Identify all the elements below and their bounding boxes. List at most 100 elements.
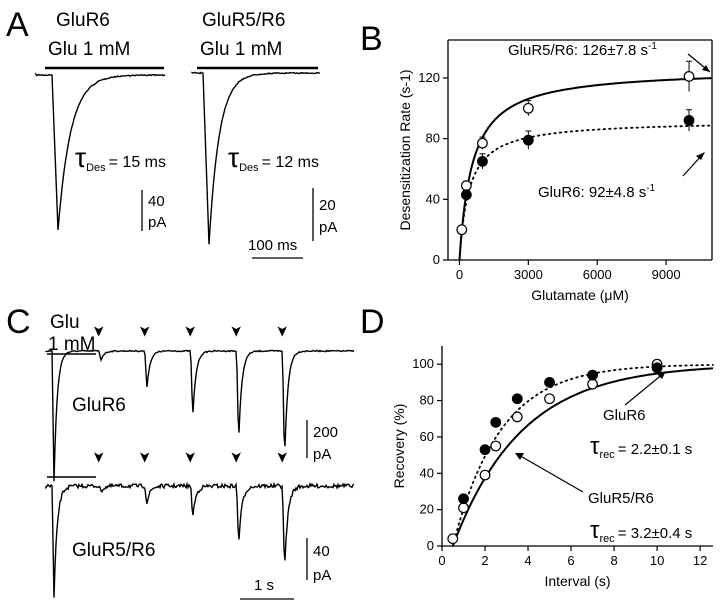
c-stim-conc: 1 mM bbox=[48, 334, 96, 355]
b-annotation-glur6: GluR6: 92±4.8 s-1 bbox=[538, 183, 656, 201]
chart-b: 0 3000 6000 9000 0 40 80 120 Glutamate (μM) Desen… bbox=[397, 39, 713, 303]
x-tick-label: 8 bbox=[610, 553, 617, 568]
fit-line bbox=[451, 364, 714, 547]
data-point bbox=[587, 378, 598, 390]
stim-arrow: ➤ bbox=[136, 451, 153, 464]
stim-arrow: ➤ bbox=[90, 451, 107, 464]
chart-d: 0 2 4 6 8 10 12 0 20 40 60 80 100 Interval (s) Recover… bbox=[391, 346, 714, 589]
y-tick-label: 80 bbox=[420, 393, 434, 408]
data-point bbox=[460, 180, 472, 192]
data-point bbox=[522, 102, 534, 114]
data-point bbox=[587, 369, 598, 381]
data-point bbox=[544, 376, 555, 388]
a-current-trace-2 bbox=[191, 71, 320, 245]
x-tick-label: 4 bbox=[524, 553, 531, 568]
panel-b: B 0 3000 6000 9000 0 40 80 120 Glutamate (μM) Des… bbox=[360, 20, 713, 303]
data-point bbox=[477, 155, 488, 167]
a-amp-scale-unit-2: pA bbox=[319, 219, 337, 236]
y-tick-label: 0 bbox=[433, 252, 440, 267]
data-point bbox=[544, 393, 555, 405]
stim-arrow: ➤ bbox=[182, 325, 199, 338]
x-tick-label: 0 bbox=[438, 553, 445, 568]
panel-d: D 0 2 4 6 8 10 12 0 20 40 60 80 100 Interval (s) Recov… bbox=[360, 303, 714, 589]
b-annotation-glur5r6: GluR5/R6: 126±7.8 s-1 bbox=[508, 41, 657, 59]
x-axis-label: Glutamate (μM) bbox=[531, 287, 629, 303]
data-point bbox=[522, 134, 534, 146]
x-tick-label: 6000 bbox=[583, 267, 612, 282]
panel-label-c: C bbox=[6, 303, 31, 341]
a-current-trace-1 bbox=[35, 72, 166, 231]
fit-line bbox=[458, 124, 713, 261]
d-annotation-glur5r6-tau: τrec = 3.2±0.4 s bbox=[590, 517, 692, 545]
y-tick-label: 0 bbox=[427, 538, 434, 553]
d-annotation-glur5r6-title: GluR5/R6 bbox=[588, 490, 654, 507]
c-stim-arrows: ➤ ➤ ➤ ➤ ➤ ➤ ➤ ➤ ➤ ➤ bbox=[90, 325, 291, 464]
panel-label-b: B bbox=[360, 20, 383, 58]
a-stim-label-1: Glu 1 mM bbox=[48, 39, 130, 60]
c-trace-glur6 bbox=[45, 349, 355, 482]
d-arrowhead-glur5r6 bbox=[515, 453, 524, 460]
c-amp-scale-value-1: 200 bbox=[313, 424, 338, 441]
data-point bbox=[683, 115, 695, 126]
data-point bbox=[460, 189, 472, 201]
a-tau-label-2: τDes = 12 ms bbox=[228, 142, 319, 174]
data-point bbox=[511, 393, 523, 405]
a-stim-label-2: Glu 1 mM bbox=[200, 39, 282, 60]
panel-label-a: A bbox=[6, 6, 29, 44]
x-tick-label: 3000 bbox=[514, 267, 543, 282]
data-point bbox=[511, 411, 523, 423]
stim-arrow: ➤ bbox=[136, 325, 153, 338]
y-tick-label: 100 bbox=[412, 356, 434, 371]
x-tick-label: 2 bbox=[481, 553, 488, 568]
data-point bbox=[490, 440, 502, 452]
y-axis-label: Recovery (%) bbox=[391, 404, 407, 489]
panel-c: C Glu 1 mM ➤ ➤ ➤ ➤ ➤ ➤ ➤ ➤ ➤ ➤ GluR6 GluR5/R6 200… bbox=[6, 303, 355, 600]
data-point bbox=[651, 362, 663, 374]
c-trace-glur5r6 bbox=[45, 481, 355, 598]
c-time-scale-label: 1 s bbox=[254, 577, 274, 594]
a-amp-scale-value-1: 40 bbox=[148, 193, 165, 210]
data-point bbox=[458, 493, 469, 505]
y-tick-label: 60 bbox=[420, 429, 434, 444]
fit-line bbox=[451, 367, 714, 547]
x-tick-label: 12 bbox=[693, 553, 707, 568]
data-point bbox=[490, 416, 502, 428]
a-time-scale-label: 100 ms bbox=[248, 237, 297, 254]
panel-a: A GluR6 GluR5/R6 Glu 1 mM Glu 1 mM τDes =… bbox=[6, 6, 337, 259]
c-amp-scale-unit-1: pA bbox=[313, 446, 331, 463]
c-gene-label-2: GluR5/R6 bbox=[72, 540, 155, 561]
data-point bbox=[477, 137, 488, 149]
fit-line bbox=[458, 77, 712, 261]
a-tau-label-1: τDes = 15 ms bbox=[75, 142, 166, 174]
y-axis-label: Desensitization Rate (s-1) bbox=[397, 69, 413, 230]
stim-arrow: ➤ bbox=[274, 451, 291, 464]
x-axis-label: Interval (s) bbox=[544, 573, 610, 589]
c-gene-label-1: GluR6 bbox=[72, 395, 126, 416]
y-tick-label: 20 bbox=[420, 502, 434, 517]
stim-arrow: ➤ bbox=[90, 325, 107, 338]
data-point bbox=[479, 444, 491, 456]
y-tick-label: 120 bbox=[418, 70, 440, 85]
y-tick-label: 80 bbox=[426, 131, 440, 146]
data-point bbox=[456, 224, 468, 236]
d-annotation-glur6-tau: τrec = 2.2±0.1 s bbox=[590, 433, 692, 461]
x-tick-label: 10 bbox=[650, 553, 664, 568]
data-point bbox=[458, 502, 469, 514]
d-arrowhead-glur6 bbox=[657, 371, 666, 379]
y-tick-label: 40 bbox=[426, 191, 440, 206]
x-tick-label: 9000 bbox=[652, 267, 681, 282]
b-arrowhead-glur5r6 bbox=[702, 65, 710, 72]
y-tick-label: 40 bbox=[420, 465, 434, 480]
c-stim-label: Glu bbox=[50, 312, 80, 333]
x-tick-label: 0 bbox=[456, 267, 463, 282]
panel-label-d: D bbox=[360, 303, 385, 341]
stim-arrow: ➤ bbox=[182, 451, 199, 464]
stim-arrow: ➤ bbox=[228, 325, 245, 338]
a-amp-scale-value-2: 20 bbox=[319, 197, 336, 214]
data-point bbox=[479, 469, 491, 481]
data-point bbox=[683, 71, 695, 82]
c-amp-scale-unit-2: pA bbox=[313, 567, 331, 584]
b-arrowhead-glur6 bbox=[696, 152, 705, 160]
stim-arrow: ➤ bbox=[228, 451, 245, 464]
